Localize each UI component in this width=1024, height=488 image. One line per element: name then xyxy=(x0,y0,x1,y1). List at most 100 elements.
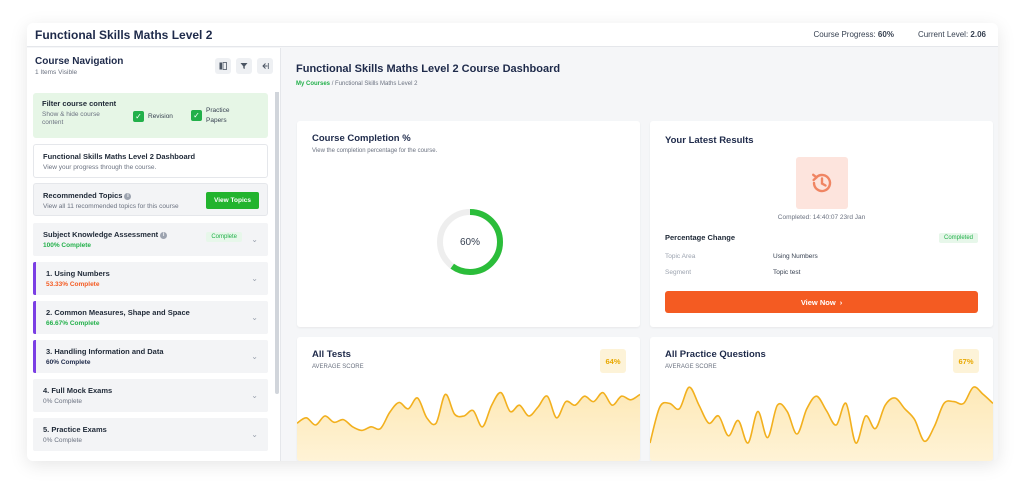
app-window: Functional Skills Maths Level 2 Course P… xyxy=(27,23,998,461)
nav-item-full-mock-exams[interactable]: 4. Full Mock Exams 0% Complete ⌄ xyxy=(33,379,268,412)
check-icon: ✓ xyxy=(133,111,144,122)
complete-badge: Complete xyxy=(206,232,242,242)
info-icon: i xyxy=(124,192,132,200)
chevron-down-icon[interactable]: ⌄ xyxy=(251,313,258,322)
result-key: Segment xyxy=(665,269,692,276)
history-icon xyxy=(796,157,848,209)
current-level: Current Level: 2.06 xyxy=(918,30,986,39)
revision-label: Revision xyxy=(148,113,173,120)
chevron-down-icon[interactable]: ⌄ xyxy=(251,235,258,244)
view-topics-button[interactable]: View Topics xyxy=(206,192,259,209)
dashboard-card-desc: View your progress through the course. xyxy=(43,164,157,171)
completion-title: Course Completion % xyxy=(312,133,411,144)
top-bar: Functional Skills Maths Level 2 Course P… xyxy=(27,23,998,47)
breadcrumb: My Courses / Functional Skills Maths Lev… xyxy=(296,81,417,87)
tests-subtitle: AVERAGE SCORE xyxy=(312,364,364,370)
filter-icon[interactable] xyxy=(236,58,252,74)
current-level-value: 2.06 xyxy=(970,30,986,39)
current-level-label: Current Level: xyxy=(917,30,969,39)
completion-value: 60% xyxy=(459,236,480,248)
series-line xyxy=(297,391,640,432)
practice-papers-checkbox[interactable]: ✓ Practice Papers xyxy=(191,106,241,126)
nav-item-title: 4. Full Mock Exams xyxy=(43,386,113,395)
area-fill xyxy=(650,386,993,461)
results-title: Your Latest Results xyxy=(665,135,754,146)
completion-subtitle: View the completion percentage for the c… xyxy=(312,148,438,154)
filter-description: Show & hide course content xyxy=(42,111,100,127)
course-completion-panel: Course Completion % View the completion … xyxy=(297,121,640,327)
app-title: Functional Skills Maths Level 2 xyxy=(35,27,213,42)
nav-item-handling-information[interactable]: 3. Handling Information and Data 60% Com… xyxy=(33,340,268,373)
result-value: Topic test xyxy=(773,269,801,276)
practice-score-badge: 67% xyxy=(953,349,979,373)
donut-progress-arc xyxy=(437,209,503,275)
percentage-change-title: Percentage Change xyxy=(665,233,736,242)
view-now-button[interactable]: View Now › xyxy=(665,291,978,313)
breadcrumb-current: Functional Skills Maths Level 2 xyxy=(335,81,418,87)
nav-item-progress: 100% Complete xyxy=(43,242,92,249)
top-stats: Course Progress: 60% Current Level: 2.06 xyxy=(813,30,986,39)
completion-donut xyxy=(437,209,503,275)
recommended-topics-card: Recommended Topics i View all 11 recommen… xyxy=(33,183,268,216)
nav-item-progress: 66.67% Complete xyxy=(46,320,100,327)
nav-header: Course Navigation 1 Items Visible xyxy=(35,56,273,80)
latest-results-panel: Your Latest Results Completed: 14:40:07 … xyxy=(650,121,993,327)
nav-title: Course Navigation xyxy=(35,56,124,67)
collapse-sidebar-icon[interactable] xyxy=(257,58,273,74)
nav-item-using-numbers[interactable]: 1. Using Numbers 53.33% Complete ⌄ xyxy=(33,262,268,295)
nav-scrollbar[interactable] xyxy=(275,92,279,394)
result-row-segment: Segment Topic test xyxy=(665,269,800,276)
nav-subtitle: 1 Items Visible xyxy=(35,69,78,76)
dashboard-card-title: Functional Skills Maths Level 2 Dashboar… xyxy=(43,152,196,161)
practice-title: All Practice Questions xyxy=(665,349,766,360)
practice-area-chart xyxy=(650,386,993,461)
nav-scroll-area: Filter course content Show & hide course… xyxy=(27,92,281,461)
practice-questions-panel: All Practice Questions AVERAGE SCORE 67% xyxy=(650,337,993,461)
nav-item-subject-knowledge[interactable]: Subject Knowledge Assessment i 100% Compl… xyxy=(33,223,268,256)
columns-icon[interactable] xyxy=(215,58,231,74)
practice-papers-label: Practice Papers xyxy=(206,107,230,124)
result-value: Using Numbers xyxy=(773,253,818,260)
result-key: Topic Area xyxy=(665,253,696,260)
chevron-down-icon[interactable]: ⌄ xyxy=(251,274,258,283)
recommended-title: Recommended Topics xyxy=(43,191,123,200)
nav-item-title: 2. Common Measures, Shape and Space xyxy=(46,308,190,317)
page-title: Functional Skills Maths Level 2 Course D… xyxy=(296,63,561,75)
main-content: Functional Skills Maths Level 2 Course D… xyxy=(282,48,998,461)
practice-subtitle: AVERAGE SCORE xyxy=(665,364,717,370)
check-icon: ✓ xyxy=(191,110,202,122)
nav-item-title: 1. Using Numbers xyxy=(46,269,110,278)
nav-item-progress: 60% Complete xyxy=(46,359,91,366)
chevron-right-icon: › xyxy=(839,297,843,307)
course-navigation-sidebar: Course Navigation 1 Items Visible Filter… xyxy=(27,48,281,461)
filter-panel: Filter course content Show & hide course… xyxy=(33,93,268,138)
breadcrumb-link[interactable]: My Courses xyxy=(296,81,331,87)
nav-item-title: Subject Knowledge Assessment xyxy=(43,230,159,239)
area-fill xyxy=(297,392,640,461)
tests-area-chart xyxy=(297,391,640,461)
nav-item-progress: 53.33% Complete xyxy=(46,281,100,288)
course-progress-value: 60% xyxy=(877,30,894,39)
breadcrumb-separator: / xyxy=(331,81,334,87)
nav-tools xyxy=(215,58,273,74)
recommended-desc: View all 11 recommended topics for this … xyxy=(43,203,179,210)
chevron-down-icon[interactable]: ⌄ xyxy=(251,352,258,361)
completed-timestamp: Completed: 14:40:07 23rd Jan xyxy=(777,214,866,221)
nav-item-title: 5. Practice Exams xyxy=(43,425,107,434)
completed-badge: Completed xyxy=(938,233,978,243)
nav-item-progress: 0% Complete xyxy=(43,398,83,405)
course-progress-label: Course Progress: xyxy=(813,30,876,39)
nav-item-common-measures[interactable]: 2. Common Measures, Shape and Space 66.6… xyxy=(33,301,268,334)
nav-item-progress: 0% Complete xyxy=(43,437,83,444)
tests-score-badge: 64% xyxy=(600,349,626,373)
result-row-topic-area: Topic Area Using Numbers xyxy=(665,253,818,260)
nav-item-practice-exams[interactable]: 5. Practice Exams 0% Complete ⌄ xyxy=(33,418,268,451)
chevron-down-icon[interactable]: ⌄ xyxy=(251,391,258,400)
revision-checkbox[interactable]: ✓ Revision xyxy=(133,111,173,122)
tests-title: All Tests xyxy=(312,349,351,360)
dashboard-link-card[interactable]: Functional Skills Maths Level 2 Dashboar… xyxy=(33,144,268,178)
nav-item-title: 3. Handling Information and Data xyxy=(46,347,164,356)
chevron-down-icon[interactable]: ⌄ xyxy=(251,430,258,439)
all-tests-panel: All Tests AVERAGE SCORE 64% xyxy=(297,337,640,461)
view-now-label: View Now xyxy=(800,297,836,307)
